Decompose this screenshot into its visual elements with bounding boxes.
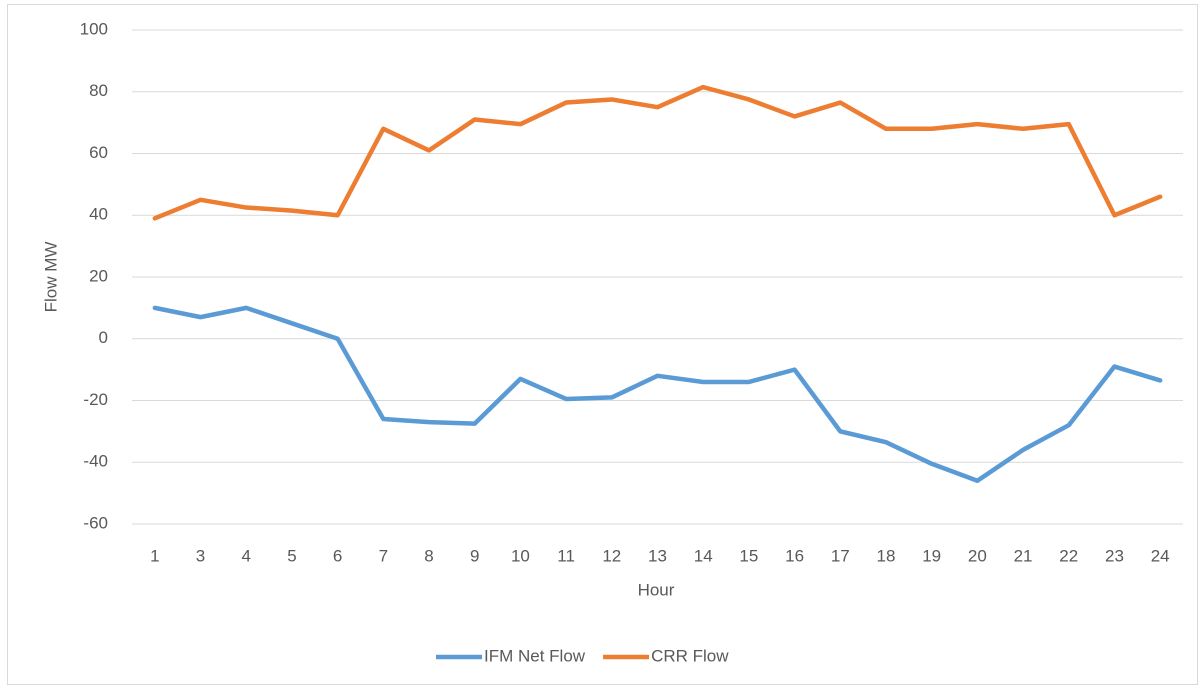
x-tick-label: 15 xyxy=(739,546,758,565)
y-axis-title: Flow MW xyxy=(41,242,60,313)
data-line xyxy=(152,305,1163,484)
x-tick-label: 6 xyxy=(333,546,342,565)
x-tick-label: 8 xyxy=(424,546,433,565)
x-tick-label: 14 xyxy=(694,546,713,565)
x-tick-label: 20 xyxy=(968,546,987,565)
y-tick-label: 100 xyxy=(80,19,108,38)
x-axis-title: Hour xyxy=(638,580,675,599)
y-tick-label: -60 xyxy=(83,513,108,532)
data-line xyxy=(152,84,1163,221)
legend-label: CRR Flow xyxy=(651,646,729,665)
x-tick-label: 11 xyxy=(557,546,575,565)
x-tick-label: 1 xyxy=(150,546,159,565)
chart-border xyxy=(7,4,1198,685)
x-tick-label: 21 xyxy=(1014,546,1033,565)
x-tick-label: 18 xyxy=(877,546,896,565)
x-tick-label: 23 xyxy=(1105,546,1124,565)
x-tick-label: 19 xyxy=(922,546,941,565)
y-tick-label: 0 xyxy=(99,328,108,347)
y-tick-label: -40 xyxy=(83,452,108,471)
y-tick-label: 60 xyxy=(89,143,108,162)
x-tick-label: 9 xyxy=(470,546,479,565)
y-tick-label: 20 xyxy=(89,266,108,285)
x-tick-label: 5 xyxy=(287,546,296,565)
x-tick-label: 24 xyxy=(1151,546,1170,565)
y-tick-label: 40 xyxy=(89,205,108,224)
x-tick-label: 10 xyxy=(511,546,530,565)
x-tick-label: 17 xyxy=(831,546,850,565)
x-tick-label: 7 xyxy=(379,546,388,565)
x-tick-label: 3 xyxy=(196,546,205,565)
x-tick-label: 13 xyxy=(648,546,667,565)
x-tick-label: 12 xyxy=(602,546,621,565)
x-tick-label: 16 xyxy=(785,546,804,565)
x-tick-label: 22 xyxy=(1059,546,1078,565)
x-tick-label: 4 xyxy=(242,546,251,565)
y-tick-label: 80 xyxy=(89,81,108,100)
legend-label: IFM Net Flow xyxy=(484,646,586,665)
y-tick-label: -20 xyxy=(83,390,108,409)
